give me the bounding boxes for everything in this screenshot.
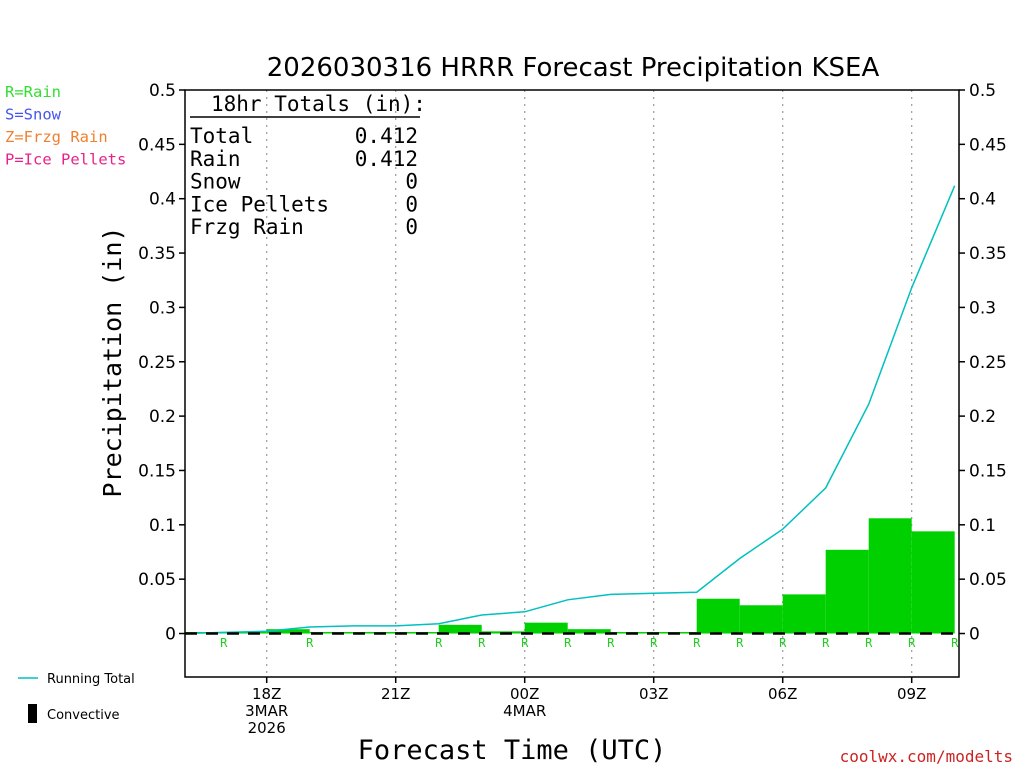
precip-bar bbox=[524, 622, 568, 634]
convective-swatch bbox=[28, 704, 37, 723]
vertical-gridlines bbox=[266, 90, 913, 677]
ptype-legend-item: S=Snow bbox=[5, 106, 62, 124]
totals-row-value: 0 bbox=[405, 215, 418, 239]
precip-bar bbox=[782, 594, 826, 634]
y-tick-label-right: 0.5 bbox=[969, 81, 996, 101]
y-tick-label: 0.4 bbox=[149, 190, 176, 210]
totals-row-label: Ice Pellets bbox=[190, 192, 329, 216]
ptype-marker: R bbox=[779, 636, 787, 650]
y-tick-label-right: 0.35 bbox=[969, 244, 1007, 264]
ptype-legend-item: P=Ice Pellets bbox=[5, 151, 126, 169]
legend-running-total: Running Total bbox=[47, 672, 135, 687]
y-tick-label-right: 0.1 bbox=[969, 516, 996, 536]
y-tick-label-right: 0.4 bbox=[969, 190, 996, 210]
y-tick-label-right: 0.25 bbox=[969, 353, 1007, 373]
totals-row-label: Rain bbox=[190, 147, 241, 171]
ptype-marker: R bbox=[435, 636, 443, 650]
y-tick-label-right: 0.05 bbox=[969, 570, 1007, 590]
y-axis-label: Precipitation (in) bbox=[98, 227, 127, 498]
y-tick-label-right: 0.2 bbox=[969, 407, 996, 427]
x-tick-label: 3MAR bbox=[245, 702, 288, 720]
y-tick-label: 0.2 bbox=[149, 407, 176, 427]
x-tick-label: 06Z bbox=[768, 685, 797, 703]
ptype-marker: R bbox=[607, 636, 615, 650]
ptype-legend-item: R=Rain bbox=[5, 83, 61, 101]
precip-bar bbox=[868, 518, 912, 634]
totals-row-value: 0.412 bbox=[355, 124, 418, 148]
legend-convective: Convective bbox=[47, 708, 120, 723]
x-tick-label: 21Z bbox=[381, 685, 410, 703]
ptype-marker: R bbox=[736, 636, 744, 650]
y-tick-label: 0.25 bbox=[138, 353, 176, 373]
ptype-marker: R bbox=[908, 636, 916, 650]
precip-bar bbox=[266, 629, 310, 634]
totals-header: 18hr Totals (in): bbox=[211, 92, 426, 116]
totals-row-value: 0 bbox=[405, 192, 418, 216]
ptype-legend-item: Z=Frzg Rain bbox=[5, 128, 108, 146]
y-tick-label: 0.15 bbox=[138, 461, 176, 481]
totals-row-value: 0 bbox=[405, 170, 418, 194]
precip-bar bbox=[438, 624, 482, 634]
precip-bar bbox=[825, 549, 869, 634]
totals-row-label: Frzg Rain bbox=[190, 215, 304, 239]
totals-row-label: Total bbox=[190, 124, 253, 148]
x-tick-label: 18Z bbox=[252, 685, 281, 703]
y-tick-label: 0.35 bbox=[138, 244, 176, 264]
ptype-marker: R bbox=[650, 636, 658, 650]
totals-row-value: 0.412 bbox=[355, 147, 418, 171]
y-tick-label: 0.3 bbox=[149, 298, 176, 318]
y-tick-label: 0 bbox=[165, 625, 176, 645]
y-tick-label-right: 0.15 bbox=[969, 461, 1007, 481]
y-tick-label: 0.45 bbox=[138, 135, 176, 155]
precip-bar bbox=[696, 598, 740, 634]
x-tick-label: 03Z bbox=[639, 685, 668, 703]
running-total-series bbox=[184, 185, 959, 635]
y-axis-left: 0 0.05 0.1 0.15 0.2 0.25 0.3 0.35 0.4 0.45 0.5 bbox=[138, 81, 185, 645]
credit-text: coolwx.com/modelts bbox=[840, 747, 1013, 766]
y-tick-label-right: 0.45 bbox=[969, 135, 1007, 155]
precip-bar bbox=[911, 531, 955, 634]
ptype-marker: R bbox=[865, 636, 873, 650]
plot-frame bbox=[184, 89, 960, 678]
ptype-marker: R bbox=[478, 636, 486, 650]
totals-row-label: Snow bbox=[190, 170, 241, 194]
ptype-marker: R bbox=[822, 636, 830, 650]
y-tick-label-right: 0.3 bbox=[969, 298, 996, 318]
running-total-line bbox=[184, 185, 956, 635]
y-axis-right: 0 0.05 0.1 0.15 0.2 0.25 0.3 0.35 0.4 0.45 0.5 bbox=[959, 81, 1007, 645]
ptype-legend: R=Rain S=Snow Z=Frzg Rain P=Ice Pellets bbox=[5, 83, 126, 169]
precip-bars bbox=[185, 518, 955, 634]
totals-box: 18hr Totals (in): Total 0.412 Rain 0.412 Snow… bbox=[190, 92, 426, 239]
precip-bar bbox=[309, 632, 353, 634]
y-tick-label: 0.5 bbox=[149, 81, 176, 101]
y-tick-label: 0.1 bbox=[149, 516, 176, 536]
ptype-marker: R bbox=[693, 636, 701, 650]
ptype-marker: R bbox=[521, 636, 529, 650]
precip-bar bbox=[739, 605, 783, 634]
y-tick-label-right: 0 bbox=[969, 625, 980, 645]
x-tick-label: 00Z bbox=[510, 685, 539, 703]
ptype-marker: R bbox=[306, 636, 314, 650]
series-legend: Running Total Convective bbox=[18, 672, 135, 723]
precip-bar bbox=[567, 629, 611, 634]
x-tick-label: 09Z bbox=[897, 685, 926, 703]
x-tick-label: 4MAR bbox=[503, 702, 546, 720]
ptype-marker: R bbox=[564, 636, 572, 650]
precip-bar bbox=[223, 632, 267, 634]
x-tick-label: 2026 bbox=[248, 719, 286, 737]
chart-title: 2026030316 HRRR Forecast Precipitation K… bbox=[267, 53, 880, 83]
ptype-marker: R bbox=[220, 636, 228, 650]
ptype-marker: R bbox=[951, 636, 959, 650]
x-axis-label: Forecast Time (UTC) bbox=[358, 735, 667, 766]
y-tick-label: 0.05 bbox=[138, 570, 176, 590]
